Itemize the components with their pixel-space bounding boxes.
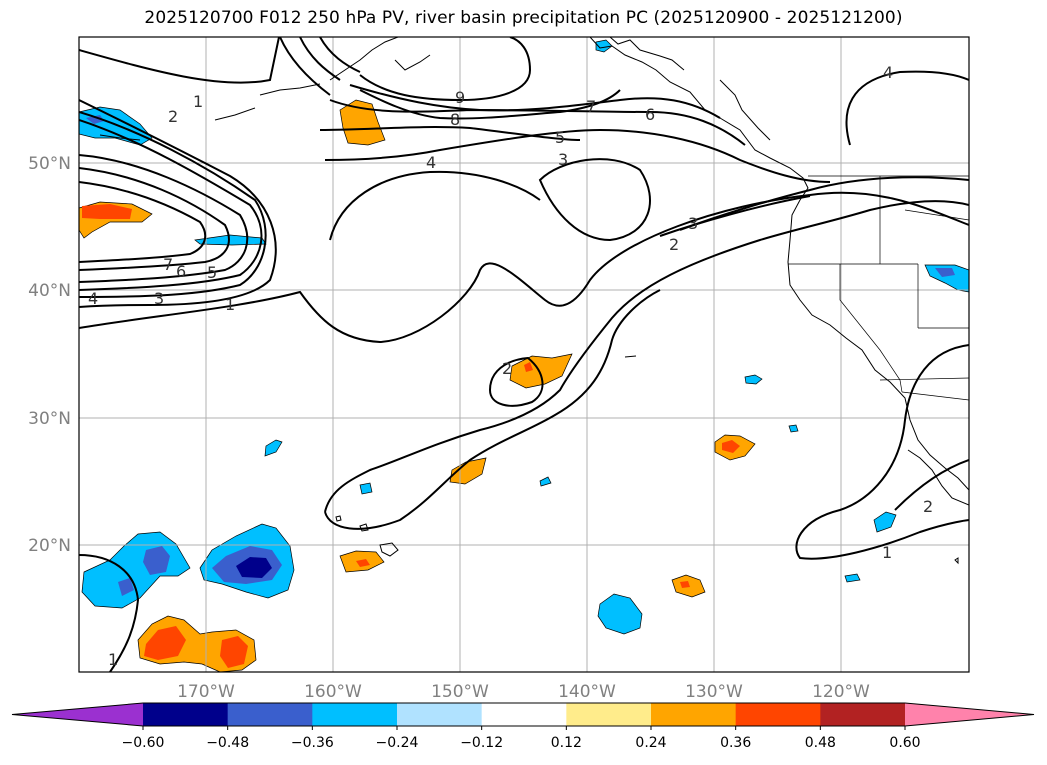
precip-negative-region bbox=[873, 511, 897, 533]
colorbar-segment bbox=[312, 703, 398, 726]
precip-positive-region bbox=[220, 636, 248, 668]
contour-label-two: 2 bbox=[168, 107, 178, 126]
lon-label: 140°W bbox=[558, 682, 616, 702]
colorbar-segment bbox=[481, 703, 567, 726]
colorbar-segment bbox=[820, 703, 906, 726]
precip-negative-region bbox=[359, 482, 373, 495]
precip-positive-region bbox=[524, 362, 533, 372]
colorbar-tick-label: 0.24 bbox=[635, 735, 666, 751]
contour-label-three: 3 bbox=[558, 150, 568, 169]
precip-negative-region bbox=[844, 573, 861, 583]
islands bbox=[335, 355, 959, 565]
lat-label: 40°N bbox=[28, 281, 71, 301]
colorbar-tick-label: 0.48 bbox=[805, 735, 836, 751]
precip-positive-region bbox=[722, 440, 740, 453]
precip-negative-region bbox=[539, 476, 552, 487]
colorbar: −0.60 −0.48 −0.36 −0.24 −0.12 0.12 0.24 0.36 0.4… bbox=[11, 702, 1035, 751]
colorbar-tick-label: −0.24 bbox=[376, 735, 419, 751]
colorbar-extend-low bbox=[12, 703, 143, 726]
contour-label-six: 6 bbox=[645, 105, 655, 124]
colorbar-tick-label: −0.36 bbox=[291, 735, 334, 751]
lon-label: 130°W bbox=[685, 682, 743, 702]
contour-label-eight: 8 bbox=[450, 110, 460, 129]
precip-positive-region bbox=[82, 204, 132, 219]
contour-label-five: 5 bbox=[555, 128, 565, 147]
contour-label-four: 4 bbox=[88, 289, 98, 308]
latitude-labels: 50°N 40°N 30°N 20°N bbox=[28, 154, 71, 556]
colorbar-tick-label: −0.48 bbox=[206, 735, 249, 751]
map-panel: 1 2 9 8 7 6 5 3 4 4 3 2 7 6 5 4 3 1 2 2 … bbox=[79, 37, 969, 672]
precip-fields bbox=[79, 39, 969, 672]
contour-labels: 1 2 9 8 7 6 5 3 4 4 3 2 7 6 5 4 3 1 2 2 … bbox=[88, 63, 933, 669]
colorbar-tick-label: 0.36 bbox=[720, 735, 751, 751]
precip-negative-region bbox=[143, 546, 170, 575]
precip-negative-region bbox=[86, 115, 104, 124]
precip-positive-region bbox=[356, 559, 370, 567]
contour-label-four: 4 bbox=[426, 153, 436, 172]
contour-label-nine: 9 bbox=[455, 88, 465, 107]
contour-label-two: 2 bbox=[923, 497, 933, 516]
contour-label-two: 2 bbox=[669, 235, 679, 254]
precip-positive-region bbox=[339, 99, 386, 146]
precip-negative-region bbox=[924, 264, 969, 293]
contour-label-seven: 7 bbox=[586, 97, 596, 116]
lon-label: 120°W bbox=[812, 682, 870, 702]
colorbar-segment bbox=[735, 703, 821, 726]
contour-label-four: 4 bbox=[883, 63, 893, 82]
precip-negative-region bbox=[264, 439, 283, 457]
precip-negative-region bbox=[236, 557, 272, 578]
lat-label: 30°N bbox=[28, 409, 71, 429]
contour-label-one: 1 bbox=[193, 92, 203, 111]
lat-label: 20°N bbox=[28, 536, 71, 556]
precip-negative-region bbox=[788, 424, 799, 433]
colorbar-tick-label: 0.12 bbox=[551, 735, 582, 751]
colorbar-tick-label: −0.12 bbox=[460, 735, 503, 751]
state-borders bbox=[788, 175, 969, 401]
colorbar-tick-label: 0.60 bbox=[889, 735, 920, 751]
contour-label-one: 1 bbox=[225, 295, 235, 314]
contour-label-two: 2 bbox=[502, 359, 512, 378]
lon-label: 160°W bbox=[304, 682, 362, 702]
precip-negative-region bbox=[935, 268, 955, 277]
lon-label: 150°W bbox=[431, 682, 489, 702]
graticule bbox=[79, 37, 969, 672]
precip-negative-region bbox=[118, 578, 134, 596]
lon-label: 170°W bbox=[177, 682, 235, 702]
colorbar-tick-label: −0.60 bbox=[122, 735, 165, 751]
precip-positive-region bbox=[144, 626, 186, 660]
colorbar-segment bbox=[651, 703, 737, 726]
colorbar-extend-high bbox=[905, 703, 1034, 726]
precip-negative-region bbox=[744, 374, 763, 385]
colorbar-segment bbox=[227, 703, 313, 726]
precip-positive-region bbox=[680, 581, 690, 588]
contour-label-one: 1 bbox=[108, 650, 118, 669]
longitude-labels: 170°W 160°W 150°W 140°W 130°W 120°W bbox=[177, 682, 870, 702]
map-frame bbox=[78, 36, 970, 673]
pv-contours bbox=[79, 37, 969, 672]
contour-label-one: 1 bbox=[882, 543, 892, 562]
contour-label-three: 3 bbox=[688, 214, 698, 233]
map-title: 2025120700 F012 250 hPa PV, river basin … bbox=[144, 8, 903, 28]
precip-positive-region bbox=[509, 353, 573, 389]
colorbar-segment bbox=[397, 703, 483, 726]
contour-label-five: 5 bbox=[207, 263, 217, 282]
contour-label-three: 3 bbox=[154, 289, 164, 308]
colorbar-segment bbox=[566, 703, 652, 726]
precip-negative-region bbox=[595, 39, 613, 53]
colorbar-segment bbox=[143, 703, 229, 726]
lat-label: 50°N bbox=[28, 154, 71, 174]
contour-label-seven: 7 bbox=[163, 255, 173, 274]
precip-negative-region bbox=[597, 593, 643, 635]
contour-label-six: 6 bbox=[176, 262, 186, 281]
